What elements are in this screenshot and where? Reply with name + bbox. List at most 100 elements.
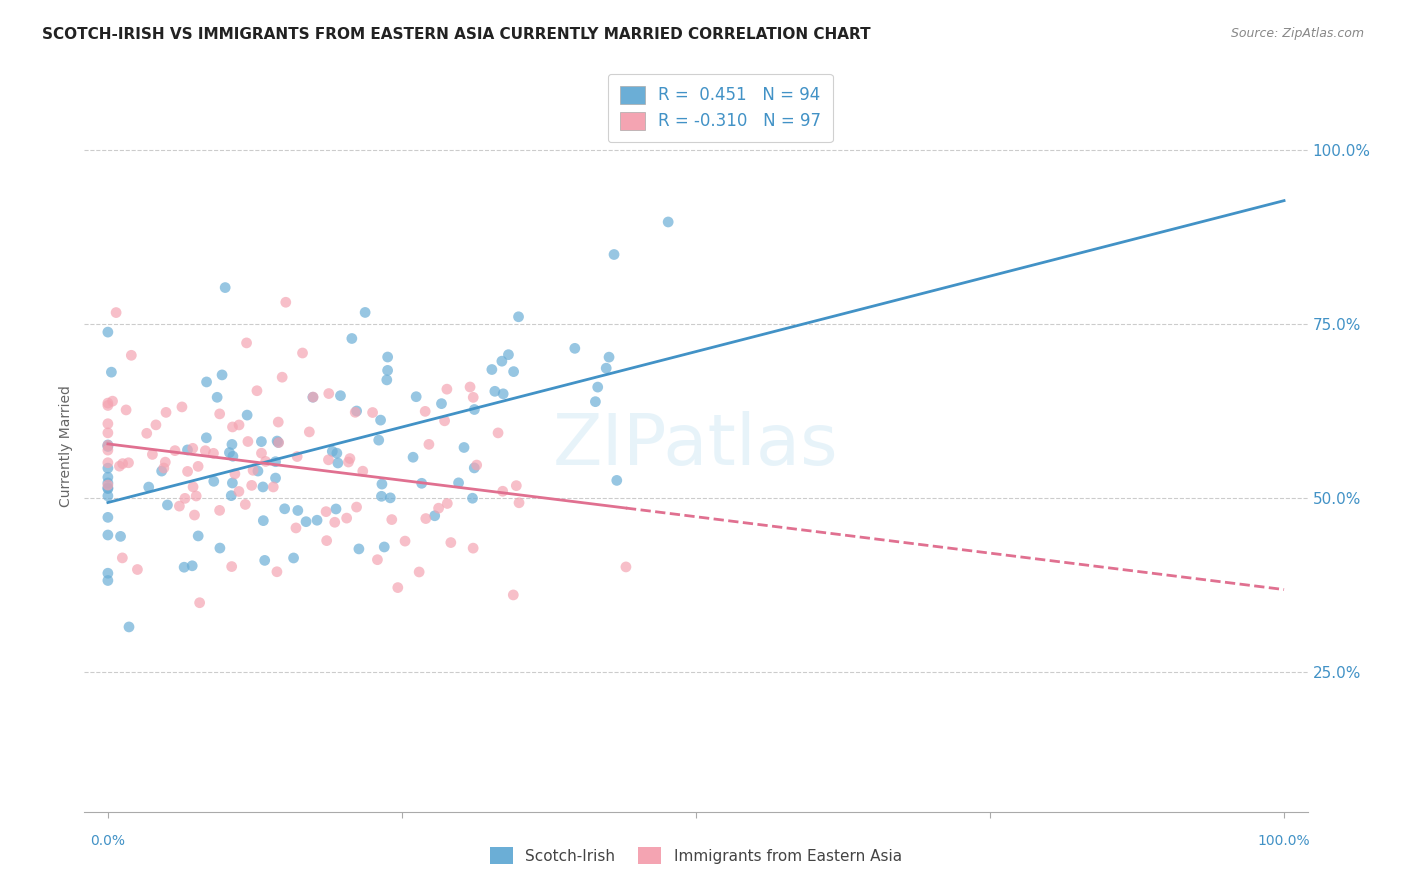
Point	[145, 417, 167, 432]
Point	[221, 437, 243, 451]
Point	[387, 581, 409, 595]
Point	[97, 443, 120, 458]
Point	[381, 512, 404, 526]
Point	[228, 484, 250, 499]
Point	[371, 477, 394, 491]
Point	[228, 417, 250, 432]
Point	[465, 458, 488, 472]
Point	[141, 447, 163, 461]
Point	[346, 404, 368, 418]
Text: ZIPatlas: ZIPatlas	[553, 411, 839, 481]
Point	[254, 454, 277, 468]
Point	[486, 425, 509, 440]
Point	[155, 455, 177, 469]
Point	[463, 402, 485, 417]
Point	[97, 461, 120, 475]
Point	[221, 475, 243, 490]
Point	[101, 394, 124, 409]
Point	[195, 375, 218, 389]
Point	[97, 396, 120, 410]
Point	[267, 435, 290, 450]
Point	[370, 413, 392, 427]
Point	[329, 389, 352, 403]
Point	[346, 500, 368, 514]
Point	[285, 450, 308, 464]
Point	[375, 373, 398, 387]
Point	[302, 390, 325, 404]
Point	[352, 464, 374, 478]
Point	[323, 516, 346, 530]
Point	[150, 464, 173, 478]
Point	[187, 459, 209, 474]
Point	[411, 476, 433, 491]
Point	[108, 459, 131, 474]
Text: Source: ZipAtlas.com: Source: ZipAtlas.com	[1230, 27, 1364, 40]
Point	[274, 295, 297, 310]
Point	[97, 566, 120, 581]
Point	[118, 620, 141, 634]
Point	[498, 348, 520, 362]
Point	[463, 461, 485, 475]
Text: SCOTCH-IRISH VS IMMIGRANTS FROM EASTERN ASIA CURRENTLY MARRIED CORRELATION CHART: SCOTCH-IRISH VS IMMIGRANTS FROM EASTERN …	[42, 27, 870, 42]
Point	[97, 417, 120, 431]
Point	[603, 247, 626, 261]
Point	[236, 408, 259, 422]
Point	[221, 420, 243, 434]
Point	[614, 560, 637, 574]
Point	[344, 405, 367, 419]
Point	[195, 431, 218, 445]
Point	[181, 558, 204, 573]
Point	[273, 501, 295, 516]
Point	[326, 456, 349, 470]
Point	[370, 489, 392, 503]
Point	[211, 368, 233, 382]
Point	[447, 475, 470, 490]
Point	[97, 440, 120, 454]
Point	[463, 541, 485, 556]
Point	[250, 434, 273, 449]
Point	[176, 464, 198, 478]
Point	[423, 508, 446, 523]
Point	[97, 456, 120, 470]
Point	[135, 426, 157, 441]
Point	[97, 510, 120, 524]
Point	[284, 521, 307, 535]
Point	[373, 540, 395, 554]
Legend: Scotch-Irish, Immigrants from Eastern Asia: Scotch-Irish, Immigrants from Eastern As…	[484, 841, 908, 870]
Point	[564, 342, 586, 356]
Point	[120, 348, 142, 362]
Point	[583, 394, 606, 409]
Point	[97, 438, 120, 452]
Point	[153, 461, 176, 475]
Point	[252, 514, 274, 528]
Point	[100, 365, 122, 379]
Point	[458, 380, 481, 394]
Point	[173, 560, 195, 574]
Point	[246, 464, 269, 478]
Point	[318, 452, 340, 467]
Point	[336, 511, 359, 525]
Point	[586, 380, 609, 394]
Point	[202, 475, 225, 489]
Point	[181, 442, 204, 456]
Point	[508, 496, 530, 510]
Point	[97, 528, 120, 542]
Point	[266, 434, 288, 448]
Y-axis label: Currently Married: Currently Married	[59, 385, 73, 507]
Point	[110, 529, 132, 543]
Point	[418, 437, 440, 451]
Point	[361, 405, 384, 419]
Point	[250, 446, 273, 460]
Point	[266, 565, 288, 579]
Point	[430, 397, 453, 411]
Point	[176, 442, 198, 457]
Point	[186, 489, 208, 503]
Point	[169, 499, 191, 513]
Point	[325, 502, 347, 516]
Point	[253, 553, 276, 567]
Point	[97, 481, 120, 495]
Text: 100.0%: 100.0%	[1258, 834, 1310, 847]
Point	[155, 405, 177, 419]
Point	[394, 534, 416, 549]
Point	[433, 414, 456, 428]
